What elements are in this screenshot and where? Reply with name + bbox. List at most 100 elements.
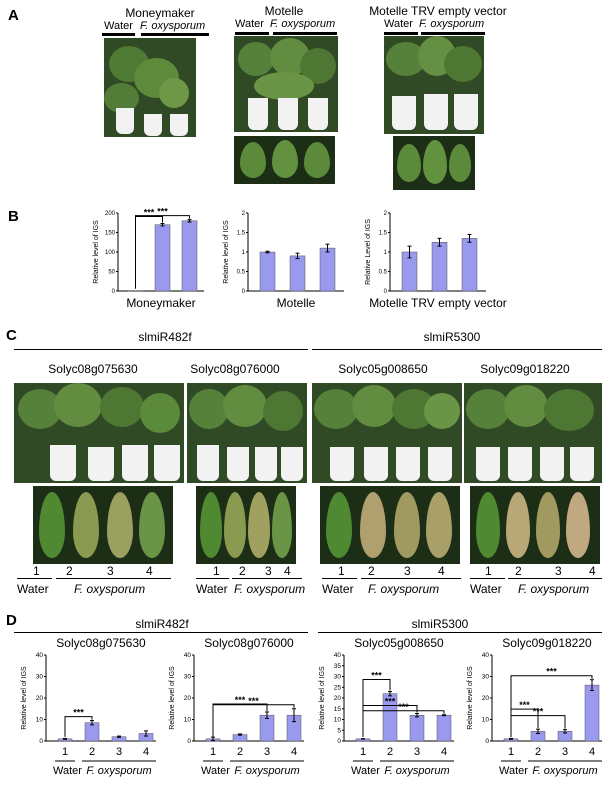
lane-label: 4 [438, 564, 445, 578]
plant-photo-c3 [312, 383, 462, 483]
y-tick-label: 0 [384, 289, 388, 295]
bar-chart-solyc05g008650: Solyc05g008650 Relative level of IGS 0 5 10 1… [319, 636, 454, 777]
significance-label: *** [546, 667, 557, 677]
y-axis-label: Relative level of IGS [319, 666, 326, 730]
y-tick-label: 35 [334, 663, 342, 670]
y-tick-label: 0 [39, 738, 43, 745]
water-label: Water [17, 582, 49, 596]
significance-label: *** [385, 696, 396, 706]
panel-label-a: A [8, 7, 19, 24]
y-axis-label: Relative level of IGS [169, 666, 176, 730]
significance-bracket [362, 710, 445, 737]
y-tick-label: 1 [384, 250, 388, 256]
y-tick-label: 40 [482, 652, 490, 659]
label-water: Water [235, 18, 264, 30]
lane-label: 2 [515, 564, 522, 578]
plant-photo-moneymaker [104, 38, 196, 137]
significance-bracket [135, 215, 190, 289]
significance-bracket [212, 704, 295, 737]
water-label: Water [53, 765, 82, 777]
water-label: Water [196, 582, 228, 596]
plant-photo-c4 [464, 383, 602, 483]
x-tick-label: 1 [360, 746, 366, 758]
plant-photo-c2 [187, 383, 307, 483]
y-tick-label: 100 [105, 250, 116, 256]
y-tick-label: 25 [334, 684, 342, 691]
bar [431, 242, 448, 292]
bar [259, 251, 276, 292]
group-title-motelle: Motelle [264, 4, 304, 18]
lane-label: 4 [284, 564, 291, 578]
bar [289, 255, 306, 292]
group-bar-fox [421, 32, 485, 35]
y-tick-label: 30 [36, 674, 44, 681]
lane-label: 2 [368, 564, 375, 578]
significance-label: *** [533, 707, 544, 717]
y-tick-label: 30 [184, 674, 192, 681]
chart-title: Solyc09g018220 [502, 636, 592, 650]
leaf-photo-c1 [33, 486, 173, 564]
lane-label: 3 [555, 564, 562, 578]
x-tick-label: 2 [89, 746, 95, 758]
bar [259, 714, 275, 742]
group-title-moneymaker: Moneymaker [125, 6, 195, 20]
y-tick-label: 2 [242, 211, 246, 217]
y-tick-label: 0.5 [237, 270, 246, 276]
y-axis-label: Relative level of IGS [21, 666, 28, 730]
bar [409, 714, 425, 742]
fox-label: F. oxysporum [234, 582, 306, 596]
gene-label: Solyc08g076000 [190, 362, 280, 376]
fox-label: F. oxysporum [532, 765, 597, 777]
fox-label: F. oxysporum [518, 582, 590, 596]
group-title-motelle-trv: Motelle TRV empty vector [369, 4, 507, 18]
bar-chart-solyc08g076000: Solyc08g076000 Relative level of IGS 0 10 20… [169, 636, 304, 777]
fox-label: F. oxysporum [384, 765, 449, 777]
x-tick-label: 2 [387, 746, 393, 758]
leaf-photo-c2 [196, 486, 296, 564]
bar-chart-moneymaker: Relative level of IGS 0 50 100 150 200 Moneyma… [93, 207, 204, 310]
x-tick-label: 2 [535, 746, 541, 758]
y-tick-label: 10 [36, 717, 44, 724]
plant-photo-motelle-trv [384, 36, 484, 134]
y-tick-label: 0 [337, 738, 341, 745]
x-tick-label: 4 [291, 746, 297, 758]
gene-label: Solyc09g018220 [480, 362, 570, 376]
chart-title: Solyc08g076000 [204, 636, 294, 650]
y-tick-label: 0 [485, 738, 489, 745]
significance-label: *** [248, 696, 259, 706]
label-f-oxysporum: F. oxysporum [270, 18, 336, 30]
bar-chart-motelle: Relative level of IGS 0 0.5 1 1.5 2 Motelle [223, 211, 344, 310]
gene-label: Solyc08g075630 [48, 362, 138, 376]
x-tick-label: 3 [562, 746, 568, 758]
y-tick-label: 0 [187, 738, 191, 745]
water-label: Water [322, 582, 354, 596]
y-tick-label: 0 [242, 289, 246, 295]
x-tick-label: 3 [264, 746, 270, 758]
bar-chart-solyc09g018220: Solyc09g018220 Relative level of IGS 0 10 20… [467, 636, 602, 777]
significance-label: *** [144, 208, 155, 218]
leaf-photo-c4 [470, 486, 600, 564]
panel-label-b: B [8, 208, 19, 225]
lane-label: 4 [146, 564, 153, 578]
group-line [312, 349, 602, 350]
label-f-oxysporum: F. oxysporum [140, 20, 206, 32]
x-tick-label: 3 [414, 746, 420, 758]
fox-label: F. oxysporum [86, 765, 151, 777]
mirna-label: slmiR5300 [411, 617, 469, 631]
lane-label: 1 [338, 564, 345, 578]
fox-label: F. oxysporum [234, 765, 299, 777]
x-tick-label: 4 [589, 746, 595, 758]
water-label: Water [201, 765, 230, 777]
chart-title: Solyc05g008650 [354, 636, 444, 650]
x-tick-label: 1 [210, 746, 216, 758]
significance-bracket [510, 675, 593, 737]
y-tick-label: 5 [337, 727, 341, 734]
mirna-label: slmiR5300 [423, 330, 481, 344]
y-tick-label: 40 [334, 652, 342, 659]
significance-label: *** [519, 700, 530, 710]
lane-label: 3 [404, 564, 411, 578]
x-tick-label: 1 [508, 746, 514, 758]
lane-label: 1 [485, 564, 492, 578]
lane-label: 4 [589, 564, 596, 578]
x-tick-label: 2 [237, 746, 243, 758]
